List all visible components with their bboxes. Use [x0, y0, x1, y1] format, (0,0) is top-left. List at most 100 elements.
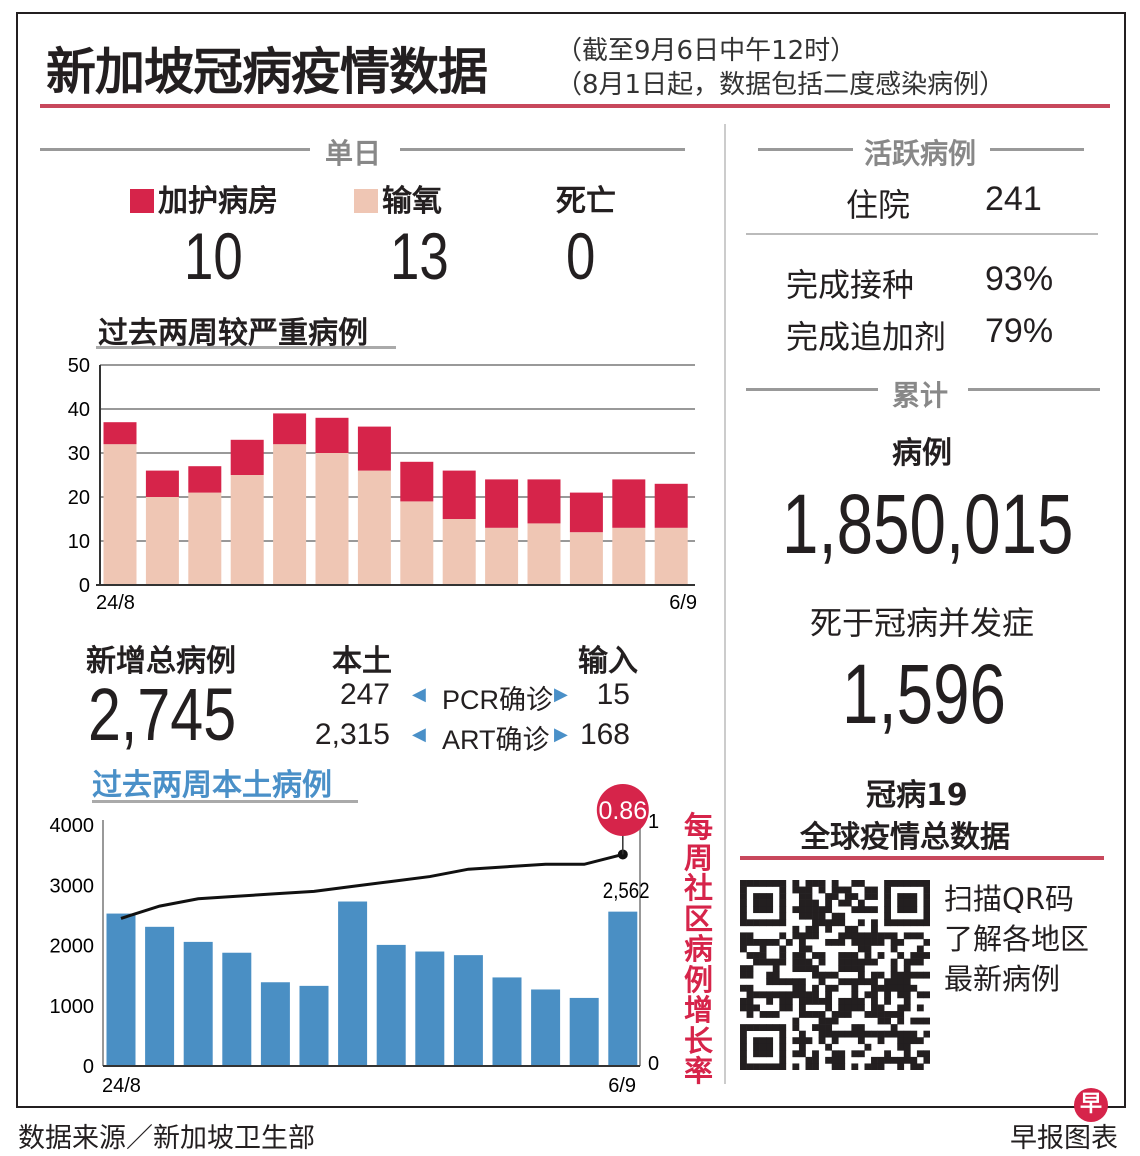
- qr-module: [785, 997, 793, 1005]
- qr-module: [838, 997, 846, 1005]
- y-tick-label: 50: [68, 355, 90, 377]
- bar-local-cases: [569, 997, 599, 1066]
- qr-module: [805, 912, 813, 920]
- icu-swatch: [130, 189, 154, 213]
- qr-module: [759, 880, 767, 887]
- qr-module: [864, 886, 872, 894]
- new-cases-total: 2,745: [88, 673, 237, 756]
- qr-module: [753, 1037, 760, 1045]
- qr-module: [753, 1004, 760, 1012]
- qr-module: [831, 919, 839, 927]
- qr-module: [798, 893, 806, 900]
- qr-module: [779, 1056, 787, 1064]
- bar-local-cases: [608, 911, 638, 1066]
- qr-module: [897, 1063, 905, 1070]
- qr-module: [766, 958, 774, 966]
- bar-icu: [654, 483, 688, 528]
- bar-icu: [400, 461, 434, 502]
- qr-module: [753, 899, 760, 907]
- qr-module: [792, 1017, 800, 1025]
- qr-module: [844, 978, 852, 986]
- qr-module: [844, 886, 852, 894]
- qr-module: [910, 958, 918, 966]
- qr-module: [825, 1024, 833, 1031]
- qr-module: [805, 893, 813, 900]
- qr-module: [746, 932, 754, 940]
- growth-rate-line: [120, 852, 624, 920]
- qr-module: [831, 1037, 839, 1045]
- qr-module: [740, 945, 747, 953]
- qr-module: [825, 938, 833, 946]
- qr-module: [903, 958, 911, 966]
- bar-icu: [188, 466, 222, 493]
- divider: [40, 148, 310, 151]
- qr-module: [766, 971, 774, 979]
- bar-icu: [273, 413, 307, 445]
- qr-module: [805, 991, 813, 999]
- qr-module: [864, 1011, 872, 1018]
- qr-module: [831, 1050, 839, 1058]
- bar-oxygen: [400, 501, 434, 585]
- art-import: 168: [579, 718, 630, 751]
- qr-module: [792, 1037, 800, 1045]
- qr-module: [871, 1030, 878, 1038]
- qr-module: [818, 912, 826, 920]
- bar-local-cases: [145, 926, 175, 1066]
- qr-module: [825, 1017, 833, 1025]
- qr-module: [831, 1011, 839, 1018]
- qr-module: [779, 893, 787, 900]
- qr-module: [798, 1004, 806, 1012]
- qr-module: [897, 1011, 905, 1018]
- qr-module: [897, 952, 905, 959]
- bar-local-cases: [106, 913, 136, 1066]
- qr-module: [838, 958, 846, 966]
- qr-module: [897, 984, 905, 992]
- qr-module: [897, 1037, 905, 1045]
- qr-module: [890, 971, 898, 979]
- qr-module: [910, 899, 918, 907]
- pcr-import: 15: [596, 678, 630, 711]
- qr-module: [805, 945, 813, 953]
- qr-module: [857, 958, 865, 966]
- qr-module: [910, 1056, 918, 1064]
- qr-module: [772, 958, 780, 966]
- qr-module: [805, 880, 813, 887]
- qr-instruction-3: 最新病例: [944, 962, 1061, 996]
- qr-module: [785, 938, 793, 946]
- qr-code[interactable]: [740, 880, 930, 1070]
- qr-module: [818, 1017, 826, 1025]
- qr-module: [798, 1043, 806, 1051]
- death-value: 0: [566, 219, 596, 293]
- qr-module: [740, 886, 747, 894]
- qr-module: [844, 1011, 852, 1018]
- qr-module: [766, 978, 774, 986]
- qr-module: [779, 1004, 787, 1012]
- qr-module: [812, 965, 819, 973]
- qr-module: [825, 984, 833, 992]
- qr-module: [890, 1056, 898, 1064]
- reinfection-note: （8月1日起，数据包括二度感染病例）: [556, 70, 1006, 100]
- qr-module: [864, 932, 872, 940]
- qr-module: [838, 1011, 846, 1018]
- qr-module: [871, 958, 878, 966]
- divider: [746, 233, 1098, 235]
- qr-module: [857, 965, 865, 973]
- bar-local-cases: [492, 977, 522, 1066]
- qr-module: [798, 984, 806, 992]
- qr-module: [792, 958, 800, 966]
- qr-module: [759, 1037, 767, 1045]
- qr-module: [864, 906, 872, 914]
- qr-module: [877, 1030, 885, 1038]
- qr-module: [851, 925, 859, 933]
- qr-module: [746, 965, 754, 973]
- y-tick-label: 1000: [50, 996, 95, 1018]
- bar-local-cases: [453, 955, 483, 1066]
- deaths-label: 死于冠病并发症: [810, 604, 1035, 642]
- qr-module: [779, 919, 787, 927]
- vaccination-label: 完成接种: [786, 266, 915, 304]
- qr-module: [812, 1011, 819, 1018]
- qr-module: [844, 1004, 852, 1012]
- qr-module: [792, 906, 800, 914]
- bar-local-cases: [531, 989, 561, 1066]
- bar-local-cases: [183, 941, 213, 1066]
